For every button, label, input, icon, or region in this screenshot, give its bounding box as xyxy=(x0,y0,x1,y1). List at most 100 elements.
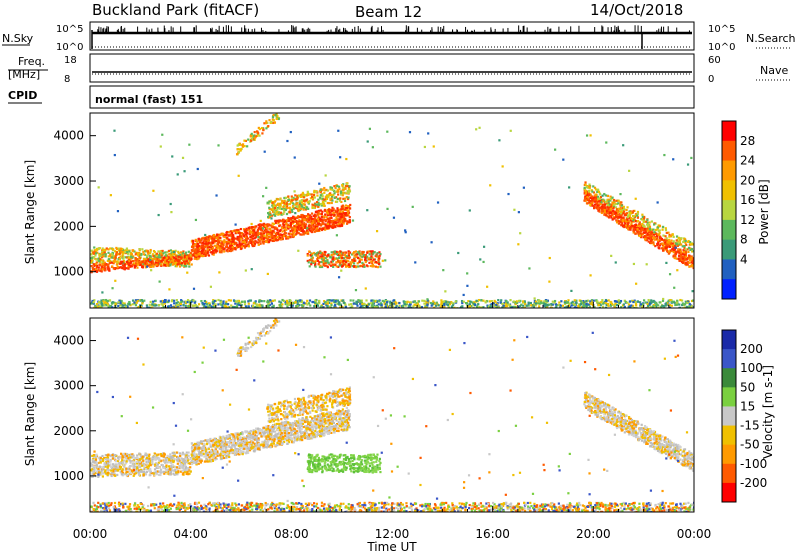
echo-cell xyxy=(341,205,343,207)
echo-cell xyxy=(601,210,603,212)
echo-cell xyxy=(317,220,319,222)
echo-cell xyxy=(302,223,304,225)
echo-cell xyxy=(680,237,682,239)
echo-cell xyxy=(267,238,269,240)
echo-cell xyxy=(208,254,210,256)
echo-cell xyxy=(259,236,261,238)
echo-cell xyxy=(338,220,340,222)
echo-cell xyxy=(315,191,317,193)
echo-cell xyxy=(558,301,560,303)
echo-cell xyxy=(597,208,599,210)
echo-cell xyxy=(686,258,688,260)
echo-cell xyxy=(334,251,336,253)
echo-cell xyxy=(251,239,253,241)
echo-cell xyxy=(271,232,273,234)
echo-cell xyxy=(332,256,334,258)
echo-cell xyxy=(332,227,334,229)
echo-cell xyxy=(682,241,684,243)
echo-cell xyxy=(368,257,370,259)
echo-cell xyxy=(102,263,104,265)
echo-cell xyxy=(324,213,326,215)
echo-cell xyxy=(317,199,319,201)
nsky-label: N.Sky xyxy=(2,32,34,45)
echo-cell xyxy=(254,234,256,236)
echo-cell xyxy=(346,223,348,225)
echo-cell xyxy=(188,261,190,263)
echo-cell xyxy=(667,244,669,246)
echo-cell xyxy=(206,245,208,247)
echo-cell xyxy=(560,300,562,302)
echo-cell xyxy=(194,243,196,245)
echo-cell xyxy=(333,208,335,210)
echo-cell xyxy=(377,266,379,268)
echo-cell xyxy=(188,257,190,259)
echo-cell xyxy=(334,187,336,189)
echo-cell xyxy=(99,263,101,265)
echo-cell xyxy=(683,253,685,255)
echo-cell xyxy=(680,243,682,245)
echo-cell xyxy=(245,243,247,245)
echo-cell xyxy=(346,257,348,259)
echo-cell xyxy=(140,253,142,255)
echo-cell xyxy=(322,202,324,204)
echo-cell xyxy=(90,253,92,255)
echo-cell xyxy=(108,268,110,270)
echo-cell xyxy=(378,263,380,265)
echo-cell xyxy=(620,201,622,203)
echo-cell xyxy=(652,228,654,230)
echo-cell xyxy=(147,253,149,255)
echo-cell xyxy=(307,191,309,193)
echo-cell xyxy=(389,301,391,303)
echo-cell xyxy=(204,238,206,240)
echo-cell xyxy=(334,304,336,306)
echo-cell xyxy=(281,299,283,301)
echo-cell xyxy=(298,195,300,197)
echo-cell xyxy=(238,151,240,153)
echo-cell xyxy=(204,246,206,248)
echo-cell xyxy=(339,250,341,252)
echo-cell xyxy=(115,256,117,258)
echo-cell xyxy=(370,300,372,302)
echo-cell xyxy=(162,252,164,254)
echo-cell xyxy=(679,260,681,262)
echo-cell xyxy=(146,250,148,252)
echo-cell xyxy=(315,224,317,226)
echo-cell xyxy=(244,303,246,305)
echo-cell xyxy=(646,232,648,234)
echo-cell xyxy=(588,198,590,200)
echo-cell xyxy=(204,250,206,252)
echo-cell xyxy=(309,214,311,216)
echo-cell xyxy=(668,250,670,252)
echo-cell xyxy=(222,244,224,246)
echo-cell xyxy=(311,259,313,261)
echo-cell xyxy=(162,250,164,252)
echo-cell xyxy=(324,209,326,211)
echo-cell xyxy=(318,204,320,206)
echo-cell xyxy=(601,299,603,301)
echo-cell xyxy=(111,256,113,258)
echo-cell xyxy=(300,208,302,210)
echo-cell xyxy=(637,217,639,219)
echo-cell xyxy=(326,195,328,197)
freq-tick-top: 18 xyxy=(64,55,77,66)
echo-cell xyxy=(324,229,326,231)
echo-cell xyxy=(150,249,152,251)
echo-cell xyxy=(195,239,197,241)
echo-cell xyxy=(321,211,323,213)
echo-cell xyxy=(201,237,203,239)
echo-cell xyxy=(154,258,156,260)
echo-cell xyxy=(666,237,668,239)
echo-cell xyxy=(235,242,237,244)
echo-cell xyxy=(272,230,274,232)
echo-cell xyxy=(674,302,676,304)
echo-cell xyxy=(112,248,114,250)
echo-cell xyxy=(276,118,278,120)
echo-cell xyxy=(137,264,139,266)
echo-cell xyxy=(307,208,309,210)
echo-cell xyxy=(155,264,157,266)
echo-cell xyxy=(319,265,321,267)
echo-cell xyxy=(253,302,255,304)
echo-cell xyxy=(303,196,305,198)
echo-cell xyxy=(123,268,125,270)
echo-cell xyxy=(225,232,227,234)
